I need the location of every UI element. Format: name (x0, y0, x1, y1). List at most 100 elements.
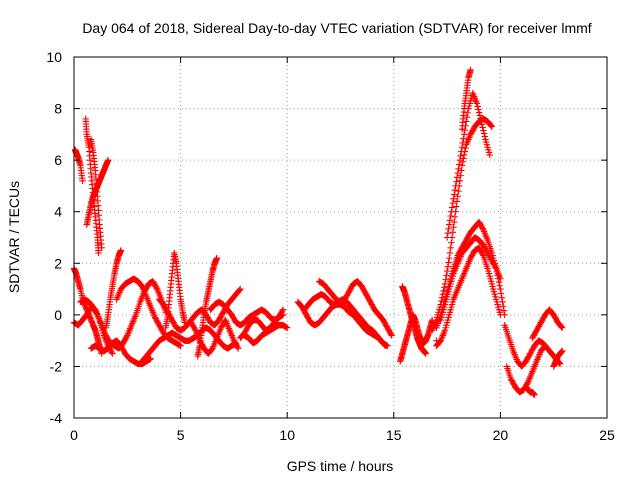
series-track-ac (433, 244, 504, 349)
data-point (498, 294, 506, 301)
data-point (500, 303, 507, 310)
data-point (445, 259, 452, 266)
axis-ticks: 0 5 10 15 20 25 -4 -2 0 2 4 6 8 10 (46, 49, 615, 443)
y-tick-label: 4 (54, 204, 62, 220)
data-point (456, 156, 464, 164)
data-point (449, 229, 456, 236)
series-track-p (207, 298, 287, 329)
data-point (388, 332, 395, 339)
series-track-i (87, 337, 154, 368)
data-point (446, 249, 454, 257)
data-point (452, 182, 459, 190)
series-track-ai (522, 383, 538, 398)
data-point (451, 187, 459, 194)
data-point (443, 234, 451, 241)
data-point (109, 350, 116, 357)
x-tick-label: 25 (599, 427, 615, 443)
y-tick-label: 2 (54, 255, 62, 271)
data-point (448, 239, 455, 246)
data-point (497, 275, 504, 282)
data-point (499, 298, 506, 306)
data-point (441, 284, 448, 291)
data-point (463, 113, 471, 121)
data-point (234, 345, 242, 352)
data-point (480, 130, 488, 137)
y-tick-label: 10 (46, 49, 62, 65)
data-point (475, 106, 482, 113)
data-point (454, 169, 461, 177)
series-track-ad (433, 337, 440, 344)
data-point (237, 285, 244, 293)
data-point (442, 276, 449, 283)
data-point (447, 212, 454, 220)
data-point (433, 337, 440, 344)
data-point (279, 306, 287, 313)
data-point (108, 349, 115, 356)
data-point (475, 109, 483, 116)
data-point (467, 66, 474, 74)
data-point (459, 139, 466, 147)
data-point (487, 122, 495, 129)
data-point (478, 118, 485, 125)
series-track-z (437, 234, 504, 324)
data-point (147, 355, 154, 362)
data-point (79, 177, 86, 184)
data-point (449, 199, 456, 207)
y-tick-label: -2 (50, 358, 63, 374)
data-point (497, 311, 504, 319)
series-track-n (188, 316, 242, 357)
data-point (492, 263, 499, 271)
data-point (458, 144, 466, 151)
x-tick-label: 15 (386, 427, 402, 443)
data-point (444, 230, 452, 237)
series-track-aa (443, 89, 493, 241)
data-point (541, 342, 549, 349)
data-point (382, 342, 389, 349)
series-track-e (87, 136, 105, 252)
data-point (98, 244, 105, 252)
series-track-l (162, 249, 189, 331)
data-point (453, 203, 460, 210)
data-point (123, 333, 130, 340)
data-point (236, 286, 243, 294)
series-track-ab (458, 66, 474, 133)
data-point (500, 307, 508, 314)
series-track-ag (529, 306, 566, 342)
data-point (444, 263, 452, 270)
x-axis-label: GPS time / hours (287, 458, 394, 474)
data-point (446, 254, 453, 262)
data-point (153, 284, 160, 291)
data-point (117, 247, 125, 254)
data-point (456, 177, 464, 184)
data-point (460, 135, 467, 142)
x-tick-label: 20 (493, 427, 509, 443)
data-point (191, 325, 199, 333)
y-tick-label: 0 (54, 307, 62, 323)
data-point (177, 342, 184, 349)
data-point (284, 324, 291, 331)
data-point (488, 123, 496, 130)
data-point (461, 126, 469, 134)
data-point (458, 148, 465, 155)
data-point (93, 310, 100, 317)
data-point (474, 103, 481, 110)
series-track-k (139, 324, 240, 365)
data-point (479, 225, 486, 232)
data-point (486, 151, 493, 159)
data-point (496, 282, 503, 289)
data-point (95, 249, 102, 257)
data-point (445, 225, 452, 233)
data-point (451, 191, 458, 198)
data-point (476, 112, 483, 119)
data-point (455, 187, 462, 195)
data-point (446, 221, 453, 228)
data-point (479, 124, 486, 131)
x-tick-label: 0 (70, 427, 78, 443)
data-point (451, 218, 458, 226)
data-point (279, 307, 286, 315)
data-point (479, 251, 486, 258)
data-point (234, 343, 241, 351)
data-point (450, 195, 457, 203)
series-track-w (399, 283, 429, 357)
